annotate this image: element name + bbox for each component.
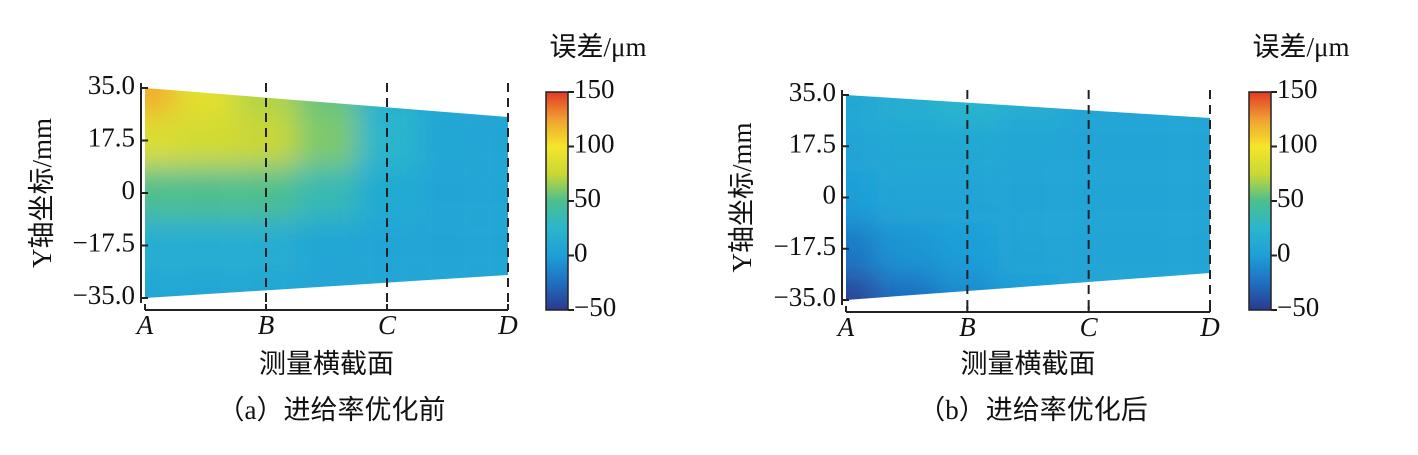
cell	[296, 88, 357, 115]
cell	[417, 166, 478, 220]
y-tick-label: −35.0	[774, 282, 836, 312]
field-cells	[846, 95, 1210, 300]
cell	[296, 114, 357, 167]
cell	[417, 219, 478, 272]
x-axis-label: 测量横截面	[961, 349, 1096, 379]
cell	[1119, 171, 1180, 224]
y-tick-label: 35.0	[789, 77, 836, 107]
cell	[876, 223, 937, 275]
cell	[477, 114, 508, 167]
cell	[876, 95, 937, 121]
cell	[175, 271, 236, 298]
colorbar-tick-label: 0	[574, 238, 588, 268]
y-tick-label: 0	[823, 180, 837, 210]
cell	[997, 120, 1059, 172]
cell	[296, 271, 357, 298]
colorbar-tick-label: 150	[574, 74, 615, 104]
cell	[846, 274, 877, 300]
field	[145, 88, 508, 298]
x-tick-label: B	[959, 312, 976, 342]
cell	[145, 166, 176, 220]
x-tick-label: D	[497, 310, 518, 340]
cell	[1179, 120, 1210, 172]
cell	[296, 166, 357, 220]
colorbar-tick-label: 0	[1277, 238, 1291, 268]
colorbar-tick-label: −50	[574, 292, 616, 322]
cell	[997, 95, 1059, 121]
cell	[846, 171, 877, 224]
cell	[417, 88, 478, 115]
cell	[175, 219, 236, 272]
y-axis-label: Y轴坐标/mm	[27, 118, 57, 268]
x-tick-label: B	[258, 310, 275, 340]
cell	[145, 219, 176, 272]
caption: （b）进给率优化后	[918, 395, 1148, 425]
colorbar-tick-label: 150	[1277, 74, 1318, 104]
x-tick-label: C	[378, 310, 397, 340]
colorbar-label: 误差/μm	[550, 32, 647, 62]
cell	[417, 114, 478, 167]
y-tick-label: 17.5	[789, 128, 836, 158]
cell	[876, 120, 937, 172]
colorbar-tick-label: −50	[1277, 292, 1319, 322]
cell	[846, 120, 877, 172]
cell	[145, 114, 176, 167]
cell	[1179, 95, 1210, 121]
colorbar-tick-label: 100	[574, 129, 615, 159]
cell	[296, 219, 357, 272]
colorbar	[1248, 91, 1272, 311]
y-tick-label: −17.5	[73, 228, 135, 258]
cell	[175, 88, 236, 115]
cell	[1119, 120, 1180, 172]
x-tick-label: C	[1080, 312, 1099, 342]
cell	[477, 219, 508, 272]
x-tick-label: D	[1199, 312, 1220, 342]
cell	[1058, 120, 1119, 172]
cell	[937, 120, 998, 172]
y-tick-label: 0	[122, 175, 136, 205]
y-tick-label: 17.5	[88, 123, 135, 153]
cell	[477, 88, 508, 115]
cell	[175, 166, 236, 220]
cell	[1119, 223, 1180, 275]
colorbar	[545, 91, 569, 311]
x-axis-label: 测量横截面	[259, 349, 394, 379]
cell	[175, 114, 236, 167]
cell	[1119, 274, 1180, 300]
caption: （a）进给率优化前	[218, 395, 446, 425]
cell	[846, 223, 877, 275]
y-tick-label: −35.0	[73, 280, 135, 310]
y-tick-label: 35.0	[88, 70, 135, 100]
cell	[1119, 95, 1180, 121]
cell	[417, 271, 478, 298]
y-tick-label: −17.5	[774, 231, 836, 261]
cell	[145, 88, 176, 115]
cell	[477, 166, 508, 220]
colorbar-tick-label: 100	[1277, 129, 1318, 159]
cell	[997, 171, 1059, 224]
cell	[846, 95, 877, 121]
field-cells	[145, 88, 508, 298]
x-tick-label: A	[836, 312, 855, 342]
y-axis-label: Y轴坐标/mm	[727, 122, 757, 272]
cell	[1179, 171, 1210, 224]
cell	[997, 223, 1059, 275]
cell	[876, 171, 937, 224]
cell	[145, 271, 176, 298]
field	[846, 95, 1210, 300]
x-tick-label: A	[135, 310, 154, 340]
cell	[876, 274, 937, 300]
colorbar-tick-label: 50	[574, 183, 601, 213]
cell	[1179, 223, 1210, 275]
colorbar-label: 误差/μm	[1253, 32, 1350, 62]
colorbar-tick-label: 50	[1277, 183, 1304, 213]
cell	[997, 274, 1059, 300]
